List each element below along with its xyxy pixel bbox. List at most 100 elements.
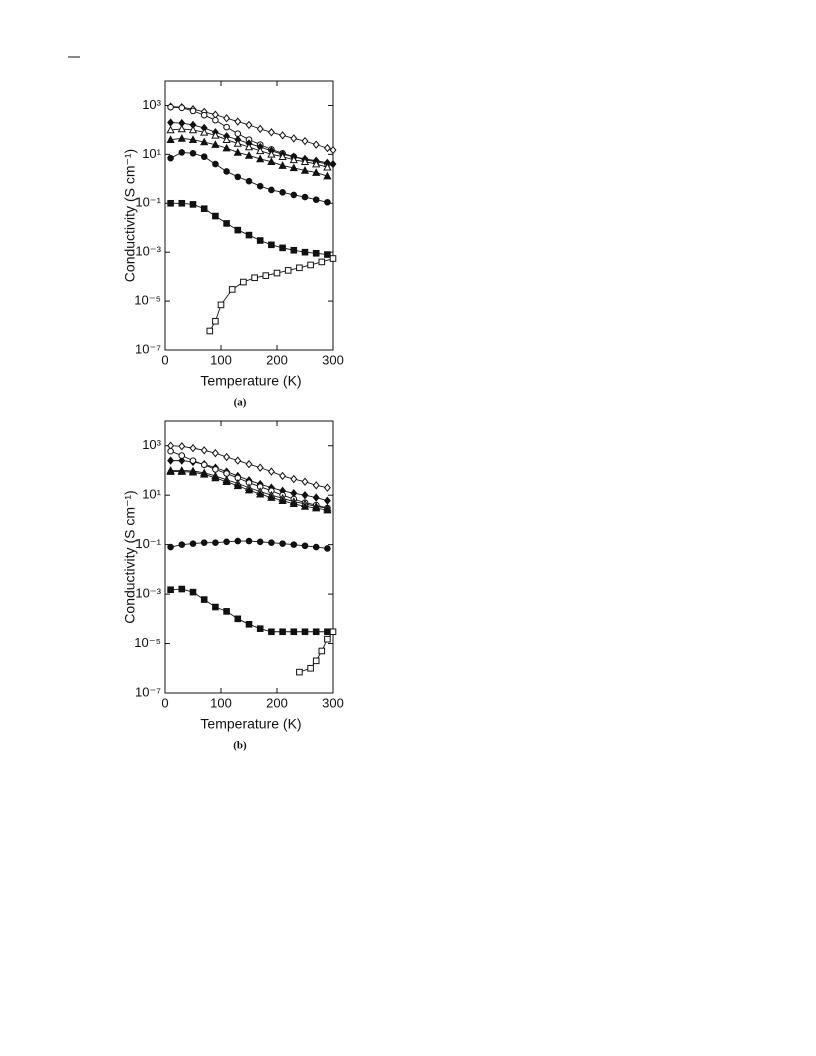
marker: [262, 272, 270, 279]
marker: [178, 149, 186, 156]
marker: [223, 123, 230, 131]
marker: [256, 538, 264, 546]
series-line: [170, 122, 334, 165]
y-tick-label: 10⁻⁷: [135, 341, 161, 356]
y-tick-label: 10⁻³: [135, 586, 161, 601]
marker: [200, 153, 208, 161]
marker: [167, 543, 174, 551]
marker: [279, 244, 286, 252]
marker: [318, 647, 326, 655]
marker: [256, 463, 264, 472]
marker: [177, 134, 186, 142]
marker: [211, 473, 220, 482]
y-axis-label: Conductivity (S cm⁻¹): [122, 149, 138, 282]
marker: [222, 143, 231, 152]
chart: 0 100 200 300 10³ 10¹ 10⁻¹ 10⁻³ 10⁻⁵ 10⁻⁷ Temperat…: [122, 80, 344, 409]
marker: [206, 327, 214, 335]
marker: [323, 496, 331, 505]
marker: [279, 189, 286, 196]
marker: [178, 104, 186, 112]
marker: [312, 159, 321, 168]
marker: [324, 251, 331, 258]
marker: [177, 467, 186, 475]
marker: [178, 452, 186, 459]
marker: [312, 168, 321, 176]
x-tick-label: 200: [266, 695, 288, 710]
marker: [290, 628, 298, 636]
marker: [312, 628, 320, 636]
marker: [212, 539, 219, 546]
marker: [267, 128, 275, 137]
series-line: [170, 106, 334, 151]
y-tick-label: 10⁻⁵: [134, 635, 161, 650]
marker: [223, 220, 230, 227]
marker: [323, 505, 332, 514]
marker: [268, 241, 275, 249]
marker: [312, 503, 321, 512]
marker: [278, 496, 287, 504]
marker: [189, 201, 197, 208]
marker: [189, 588, 197, 596]
x-tick-label: 0: [161, 352, 168, 367]
y-tick-label: 10⁻⁷: [135, 684, 161, 699]
y-tick-label: 10⁻¹: [135, 536, 161, 551]
marker: [245, 459, 253, 469]
marker: [329, 145, 337, 155]
marker: [223, 608, 230, 615]
marker: [268, 628, 275, 636]
marker: [178, 442, 186, 451]
marker: [267, 493, 276, 501]
marker: [223, 452, 231, 462]
marker: [188, 125, 198, 134]
x-axis-label: Temperature (K): [200, 716, 301, 732]
marker: [167, 199, 174, 207]
marker: [167, 154, 174, 162]
marker: [189, 540, 197, 547]
marker: [223, 538, 230, 546]
marker: [284, 267, 292, 274]
plot-frame: [164, 80, 334, 351]
marker: [312, 196, 320, 203]
marker: [329, 159, 337, 169]
marker: [228, 286, 236, 293]
marker: [296, 668, 303, 676]
marker: [256, 146, 265, 155]
marker: [323, 143, 331, 153]
marker: [189, 443, 197, 453]
marker: [273, 269, 281, 277]
marker: [200, 137, 209, 146]
marker: [167, 118, 175, 127]
marker: [200, 205, 208, 212]
marker: [301, 193, 309, 201]
marker: [245, 621, 253, 628]
marker: [323, 162, 332, 171]
marker: [329, 255, 337, 262]
marker: [188, 135, 198, 143]
marker: [167, 447, 174, 455]
marker: [268, 539, 275, 546]
marker: [268, 186, 275, 194]
series-line: [209, 258, 334, 332]
marker: [212, 116, 219, 124]
marker: [200, 446, 208, 455]
marker: [245, 120, 253, 130]
marker: [245, 537, 253, 545]
caption: (b): [233, 740, 247, 752]
marker: [279, 540, 286, 547]
marker: [290, 541, 298, 548]
x-tick-label: 300: [322, 695, 344, 710]
marker: [312, 140, 320, 149]
y-tick-label: 10⁻¹: [135, 195, 161, 210]
marker: [301, 248, 309, 256]
marker: [233, 148, 242, 156]
marker: [329, 628, 337, 636]
marker: [167, 103, 174, 111]
marker: [167, 456, 175, 465]
marker: [212, 317, 219, 325]
marker: [301, 542, 309, 550]
marker: [211, 130, 220, 139]
marker: [200, 461, 208, 469]
marker: [324, 635, 331, 643]
marker: [234, 173, 242, 181]
